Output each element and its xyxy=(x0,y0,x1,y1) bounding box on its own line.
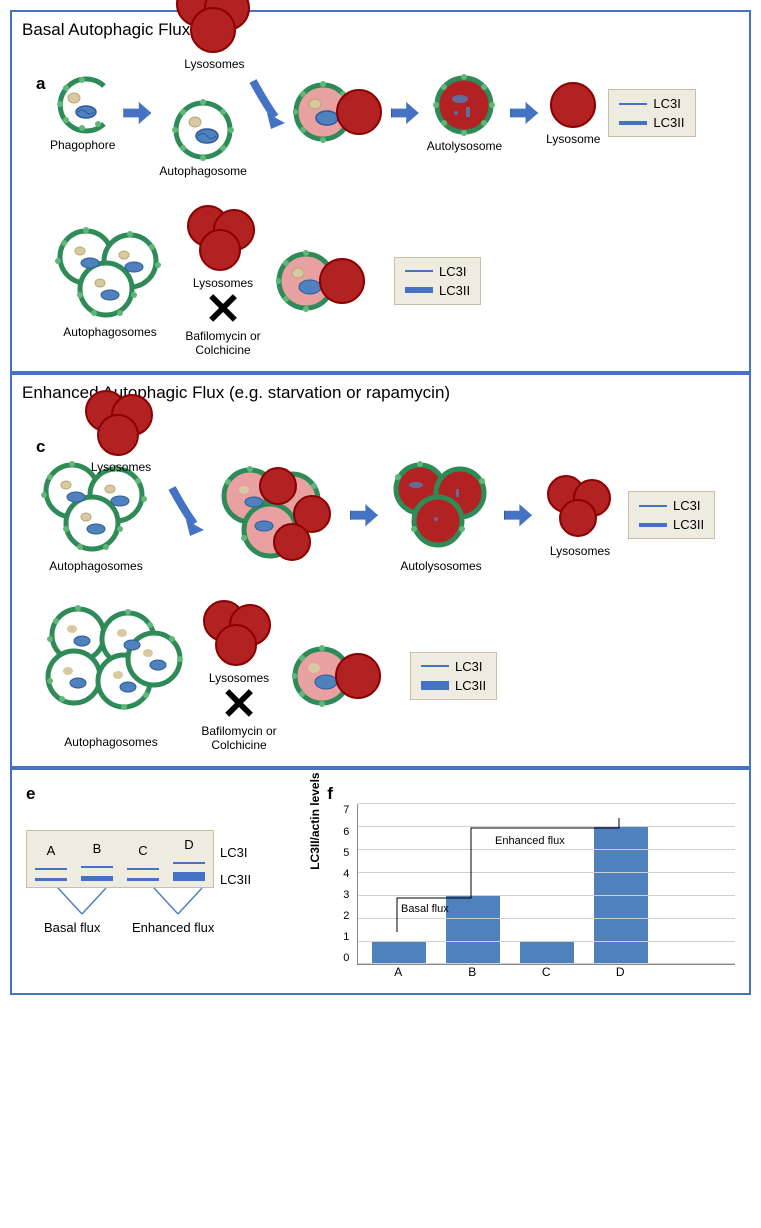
autophagosome-cluster-icon xyxy=(50,223,170,323)
x-tick-label: A xyxy=(371,965,425,979)
autophagosome-big-cluster-icon xyxy=(36,603,186,733)
autophagosomes-label-b: Autophagosomes xyxy=(63,325,156,339)
lysosomes-label-c: Lysosomes xyxy=(76,460,166,474)
panel-enhanced: Enhanced Autophagic Flux (e.g. starvatio… xyxy=(10,373,751,768)
stage-autolysosome-a: Autolysosome xyxy=(427,73,502,153)
fusing-icon xyxy=(293,80,383,144)
curved-arrow-c-icon xyxy=(164,480,204,540)
arrow-icon xyxy=(350,504,378,526)
label-e: e xyxy=(26,784,35,803)
autolysosomes-label-c: Autolysosomes xyxy=(400,559,481,573)
fusing-cluster-icon xyxy=(212,460,342,570)
blot-lane: D xyxy=(173,837,205,881)
blot-e: e ABCD LC3I LC3II Basal flux Enhanced fl… xyxy=(26,784,317,979)
stage-fusing-b xyxy=(276,249,366,313)
chart-bar xyxy=(372,942,426,965)
arrow-icon xyxy=(123,102,151,124)
stage-lysosomes-end-c: Lysosomes xyxy=(540,472,620,558)
x-tick-label: B xyxy=(445,965,499,979)
basal-flux-text: Basal flux xyxy=(44,920,101,935)
lc3i-side-label: LC3I xyxy=(220,845,251,860)
stage-fusing-d xyxy=(292,644,382,708)
enhanced-flux-text: Enhanced flux xyxy=(132,920,215,935)
phagophore-icon xyxy=(52,74,114,136)
lysosome-icon xyxy=(548,80,598,130)
stage-phagophore: Phagophore xyxy=(50,74,115,152)
label-c: c xyxy=(36,437,45,457)
blocked-icon: ✕ xyxy=(221,687,258,722)
stage-autolysosomes-c: Autolysosomes xyxy=(386,457,496,573)
autophagosomes-label-d: Autophagosomes xyxy=(64,735,157,749)
stage-autophagosome: Lysosomes Autophagosome xyxy=(159,48,246,178)
stage-lysosome-end-a: Lysosome xyxy=(546,80,600,146)
lysosome-cluster-c: Lysosomes xyxy=(76,387,166,474)
autophagosomes-label-c: Autophagosomes xyxy=(49,559,142,573)
stage-autophagosomes-c: Lysosomes Autophagosomes xyxy=(36,457,156,573)
panel-basal-title: Basal Autophagic Flux xyxy=(22,20,739,40)
lysosome-cluster-icon xyxy=(540,472,620,542)
bar-chart-f: f LC3II/actin levels 01234567 ABCD Basal… xyxy=(327,784,735,979)
arrow-icon xyxy=(510,102,538,124)
stage-autophagosomes-b: Autophagosomes xyxy=(50,223,170,339)
legend-b: LC3I LC3II xyxy=(394,257,481,305)
label-f: f xyxy=(327,784,333,803)
label-a: a xyxy=(36,74,45,94)
blocked-icon: ✕ xyxy=(205,292,242,327)
row-d: d xyxy=(22,579,739,752)
lysosome-cluster-icon xyxy=(178,204,268,274)
fusing-icon xyxy=(276,249,366,313)
arrow-icon xyxy=(391,102,419,124)
stage-fusing-c xyxy=(212,460,342,570)
stage-autophagosomes-d: Autophagosomes xyxy=(36,603,186,749)
stage-lysosome-block-b: Lysosomes ✕ Bafilomycin or Colchicine xyxy=(178,204,268,357)
x-tick-label: D xyxy=(593,965,647,979)
panel-basal: Basal Autophagic Flux a Phagophore xyxy=(10,10,751,373)
y-axis-label: LC3II/actin levels xyxy=(308,772,322,869)
blot-lane: A xyxy=(35,843,67,881)
legend-d: LC3I LC3II xyxy=(410,652,497,700)
stage-lysosome-block-d: Lysosomes ✕ Bafilomycin or Colchicine xyxy=(194,599,284,752)
legend-a: LC3I LC3II xyxy=(608,89,695,137)
curved-arrow-a-icon xyxy=(245,73,285,133)
chart-bar xyxy=(446,896,500,965)
legend-c: LC3I LC3II xyxy=(628,491,715,539)
bar-chart-area xyxy=(357,804,735,965)
lysosomes-end-label-c: Lysosomes xyxy=(550,544,610,558)
x-tick-label: C xyxy=(519,965,573,979)
blot-box: ABCD xyxy=(26,830,214,888)
chart-bar xyxy=(520,942,574,965)
lysosome-end-label-a: Lysosome xyxy=(546,132,600,146)
row-b: b Autophagosomes xyxy=(22,184,739,357)
autolysosome-label-a: Autolysosome xyxy=(427,139,502,153)
autolysosome-cluster-icon xyxy=(386,457,496,557)
panel-results: e ABCD LC3I LC3II Basal flux Enhanced fl… xyxy=(10,768,751,995)
block-label-d: Bafilomycin or Colchicine xyxy=(201,724,276,752)
lysosomes-label-a: Lysosomes xyxy=(169,57,259,71)
block-label-b: Bafilomycin or Colchicine xyxy=(185,329,260,357)
stage-fusing-a xyxy=(293,80,383,146)
flux-brackets-icon: Basal flux Enhanced flux xyxy=(26,884,266,954)
y-ticks: 01234567 xyxy=(343,804,349,964)
blot-lane: B xyxy=(81,841,113,881)
row-a: a Phagophore Lysosomes xyxy=(22,44,739,178)
phagophore-label: Phagophore xyxy=(50,138,115,152)
autophagosome-label-a: Autophagosome xyxy=(159,164,246,178)
x-labels: A B C D xyxy=(357,965,735,979)
lysosome-cluster-a: Lysosomes xyxy=(169,0,259,71)
autolysosome-icon xyxy=(432,73,496,137)
arrow-icon xyxy=(504,504,532,526)
autophagosome-icon xyxy=(171,98,235,162)
fusing-icon xyxy=(292,644,382,708)
row-c: c Lysosomes xyxy=(22,407,739,573)
lysosome-cluster-icon xyxy=(194,599,284,669)
blot-lane: C xyxy=(127,843,159,881)
